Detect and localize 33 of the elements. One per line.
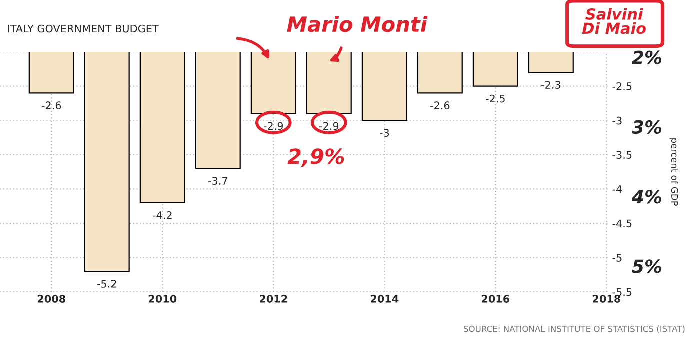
text: 5%	[632, 260, 662, 274]
x-tick-label: 2010	[148, 295, 177, 303]
y-tick-label: -3.5	[612, 151, 632, 160]
x-tick-label: 2018	[593, 295, 621, 303]
data-label: -4.2	[152, 211, 172, 220]
data-label: -2.6	[42, 102, 62, 110]
data-label: -2.3	[542, 81, 561, 89]
y-tick-label: -4.5	[612, 220, 632, 228]
data-label: -3.7	[208, 177, 228, 186]
annotation: 2,9%	[288, 148, 344, 168]
y-tick-label: -3	[612, 116, 622, 125]
y-tick-label: -5.5	[612, 288, 632, 296]
text: 4%	[632, 190, 662, 204]
y-axis-title: percent of GDP	[670, 138, 678, 206]
x-tick-label: 2016	[482, 295, 510, 303]
data-label: -5.2	[97, 280, 116, 288]
chart-title: ITALY GOVERNMENT BUDGET	[8, 24, 159, 33]
text: 3%	[632, 120, 662, 134]
y-tick-label: -4	[612, 186, 622, 194]
data-label: -2.9	[320, 122, 339, 130]
data-label: -2.9	[264, 122, 284, 130]
y-tick-label: -2.5	[612, 82, 632, 90]
x-tick-label: 2012	[260, 295, 288, 303]
text: 2%	[632, 50, 662, 64]
x-tick-label: 2008	[38, 295, 66, 303]
text: Salvini Di Maio	[582, 8, 646, 34]
y-tick-label: -5	[612, 254, 622, 262]
data-label: -2.6	[430, 102, 450, 110]
source-note: SOURCE: NATIONAL INSTITUTE OF STATISTICS (ISTAT)	[464, 326, 685, 334]
data-label: -2.5	[486, 94, 505, 103]
text: Mario Monti	[287, 16, 428, 32]
data-label: -3	[380, 129, 390, 137]
x-tick-label: 2014	[370, 295, 399, 303]
